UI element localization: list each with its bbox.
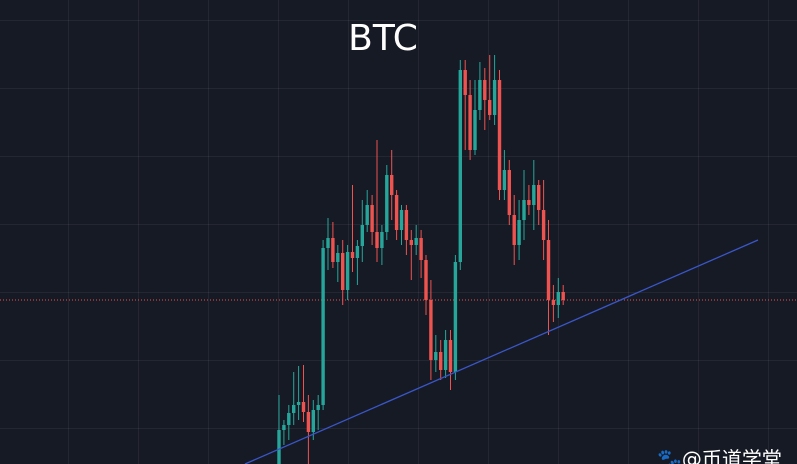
candle-body	[301, 402, 306, 412]
candle-body	[541, 210, 546, 240]
candle-body	[409, 240, 413, 245]
candle-body	[306, 412, 311, 432]
candle-body	[350, 252, 355, 258]
candle-body	[424, 260, 428, 300]
candle-body	[375, 232, 379, 248]
candle-body	[507, 170, 511, 215]
candle-body	[522, 200, 526, 220]
candle-body	[488, 100, 492, 115]
candle-body	[551, 300, 556, 305]
candle-body	[453, 262, 458, 372]
candle-body	[404, 210, 409, 240]
candle-body	[502, 170, 507, 190]
candle-body	[497, 80, 502, 190]
candle-body	[463, 70, 467, 95]
candle-body	[434, 352, 438, 360]
candle-body	[341, 253, 345, 290]
candle-body	[277, 430, 281, 464]
candle-body	[527, 200, 531, 205]
candle-body	[355, 246, 360, 258]
candle-body	[370, 205, 374, 232]
candle-body	[414, 238, 418, 245]
candle-body	[316, 405, 320, 410]
candle-body	[532, 185, 536, 205]
candle-body	[385, 175, 389, 232]
candle-body	[517, 220, 521, 245]
candle-body	[429, 300, 433, 360]
candle-body	[360, 225, 364, 246]
candle-body	[331, 238, 335, 262]
candle-body	[419, 238, 423, 260]
candle-body	[380, 232, 384, 248]
candle-body	[365, 205, 369, 225]
candle-body	[556, 292, 560, 305]
candle-body	[537, 185, 541, 210]
candle-body	[458, 70, 462, 262]
candle-body	[390, 175, 394, 195]
candle-body	[345, 252, 350, 290]
candle-body	[483, 80, 487, 100]
watermark-text: @币道学堂	[682, 447, 782, 464]
candle-body	[546, 240, 551, 300]
candle-body	[512, 215, 516, 245]
candle-body	[443, 340, 448, 370]
candle-body	[282, 425, 286, 430]
candle-body	[394, 195, 399, 230]
candle-body	[478, 80, 482, 110]
candle-body	[468, 95, 472, 150]
candle-body	[321, 248, 325, 405]
candle-body	[399, 210, 404, 230]
chart-title: BTC	[348, 18, 418, 59]
watermark: 🐾@币道学堂	[657, 447, 782, 464]
candle-body	[492, 80, 497, 115]
candle-body	[448, 340, 453, 372]
candle-body	[473, 110, 477, 150]
candle-body	[439, 352, 443, 370]
trend-line	[244, 239, 759, 464]
candle-body	[292, 405, 296, 413]
candle-body	[287, 413, 291, 425]
candle-body	[311, 410, 315, 432]
candle-body	[326, 238, 330, 248]
candle-body	[296, 402, 301, 405]
candle-body	[561, 292, 565, 300]
candle-body	[336, 253, 340, 262]
